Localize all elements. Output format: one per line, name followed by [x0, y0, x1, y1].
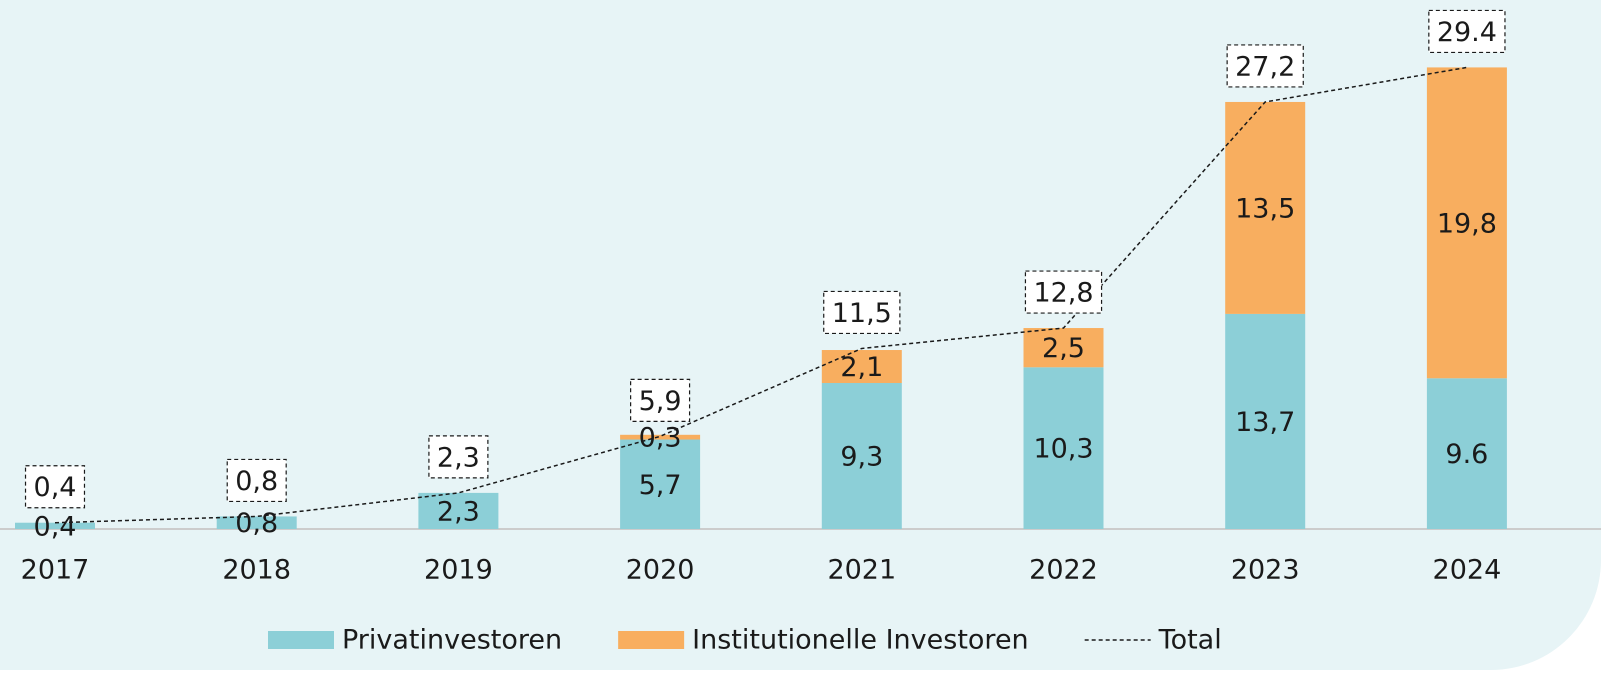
total-label-box — [1024, 270, 1103, 314]
total-label: 5,9 — [639, 386, 682, 417]
bar-segment — [1225, 313, 1306, 529]
bar-segment — [821, 382, 902, 529]
data-label: 5,7 — [639, 470, 682, 501]
x-tick-label: 2023 — [1231, 555, 1300, 586]
x-tick-label: 2019 — [424, 555, 493, 586]
bar-segment — [15, 522, 95, 529]
total-label-box — [24, 465, 86, 509]
data-label: 0,4 — [34, 511, 77, 542]
data-label: 13,7 — [1235, 407, 1295, 438]
legend-label: Institutionelle Investoren — [692, 625, 1029, 656]
bar-segment — [620, 439, 701, 529]
total-label: 11,5 — [832, 298, 892, 329]
x-tick-label: 2022 — [1029, 555, 1098, 586]
bar-segment — [620, 434, 701, 440]
bar-segment — [418, 492, 499, 529]
data-label: 0,3 — [639, 423, 682, 454]
total-label-box — [1428, 9, 1506, 54]
bar-segment — [821, 350, 902, 383]
bar-segment — [1426, 67, 1507, 379]
total-label: 0,8 — [235, 466, 278, 497]
legend-swatch — [268, 631, 334, 649]
total-label: 0,4 — [34, 472, 77, 503]
total-label-box — [428, 435, 489, 479]
bar-segment — [1225, 101, 1306, 314]
data-label: 0,8 — [235, 508, 278, 539]
data-label: 10,3 — [1033, 434, 1093, 465]
total-label: 29.4 — [1437, 17, 1497, 48]
total-label-box — [630, 378, 691, 422]
x-tick-label: 2020 — [626, 555, 695, 586]
data-label: 2,5 — [1042, 333, 1085, 364]
x-tick-label: 2024 — [1433, 555, 1502, 586]
x-tick-label: 2021 — [827, 555, 896, 586]
data-label: 2,3 — [437, 496, 480, 527]
data-label: 13,5 — [1235, 193, 1295, 224]
total-label: 12,8 — [1033, 278, 1093, 309]
data-label: 2,1 — [840, 352, 883, 383]
bar-segment — [216, 516, 297, 529]
data-label: 19,8 — [1437, 208, 1497, 239]
bar-segment — [1023, 328, 1104, 368]
x-tick-label: 2017 — [21, 555, 90, 586]
bar-segment — [1023, 367, 1104, 529]
total-label-box — [823, 290, 901, 335]
x-tick-label: 2018 — [222, 555, 291, 586]
total-label-box — [226, 458, 287, 503]
total-label: 2,3 — [437, 442, 480, 473]
total-label-box — [1226, 44, 1304, 88]
legend-label: Total — [1158, 625, 1222, 656]
legend-label: Privatinvestoren — [342, 625, 562, 656]
data-label: 9.6 — [1445, 439, 1488, 470]
total-line — [54, 66, 1468, 524]
data-label: 9,3 — [840, 441, 883, 472]
legend-swatch — [618, 631, 685, 649]
total-label: 27,2 — [1235, 51, 1295, 82]
bar-segment — [1426, 378, 1507, 529]
